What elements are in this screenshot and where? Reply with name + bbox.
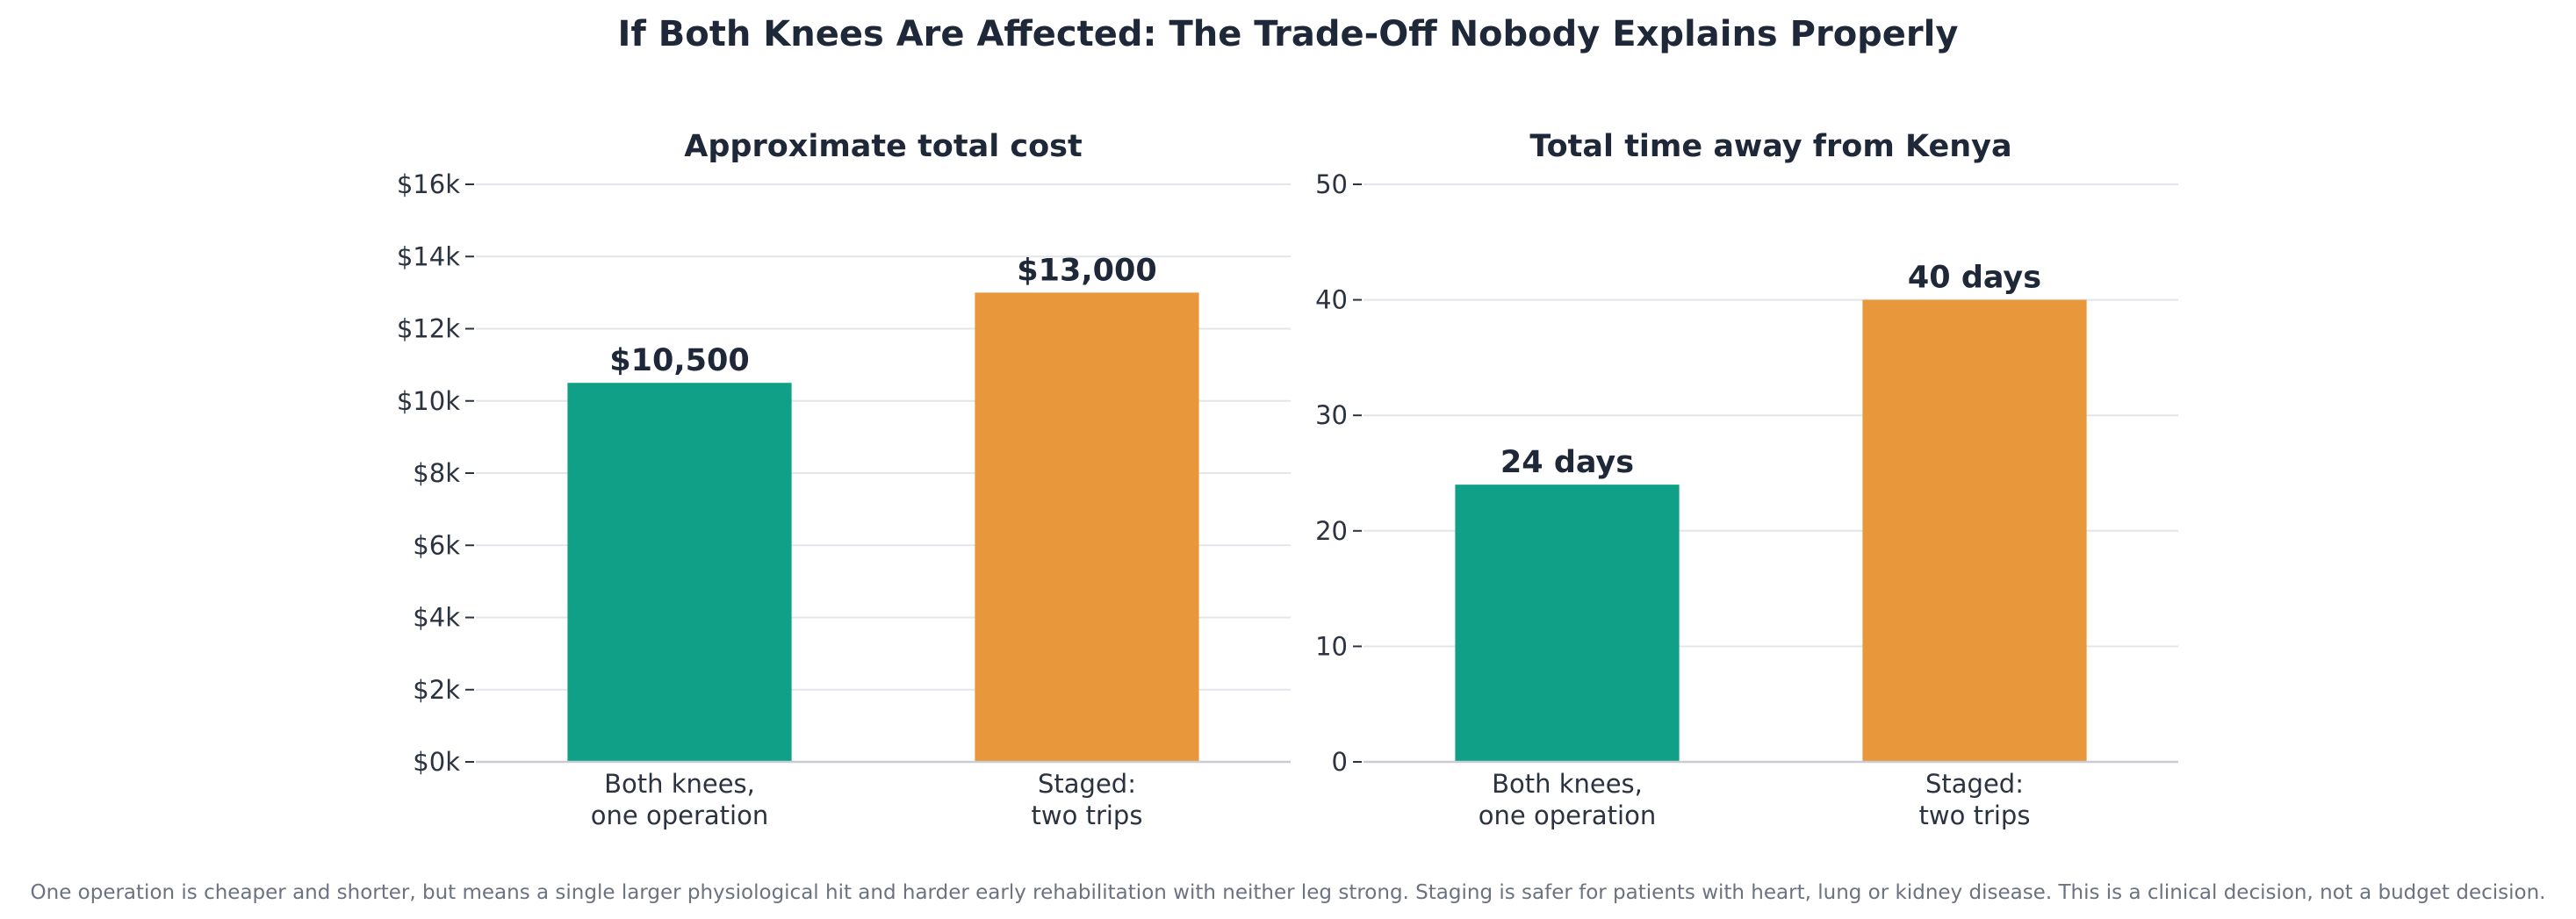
x-tick-label: Staged:: [1925, 769, 2024, 799]
y-tick-label: 40: [1315, 285, 1348, 315]
data-label: 24 days: [1500, 445, 1634, 480]
data-label: $13,000: [1017, 253, 1156, 288]
y-tick-label: $10k: [397, 386, 460, 416]
cost-panel: Approximate total cost $0k $2k $4k $6k $8k $10…: [397, 129, 1291, 830]
y-tick-label: $0k: [413, 747, 460, 777]
bar: [1862, 299, 2087, 763]
x-tick-label: two trips: [1032, 801, 1143, 830]
x-tick-label: Both knees,: [604, 769, 755, 799]
x-tick-label: one operation: [1479, 801, 1656, 830]
y-tick-label: 50: [1315, 169, 1348, 199]
panel-title: Approximate total cost: [684, 129, 1082, 164]
y-tick-label: 20: [1315, 516, 1348, 546]
y-tick-label: $4k: [413, 603, 460, 633]
bar: [975, 292, 1199, 762]
y-tick-label: 30: [1315, 400, 1348, 430]
x-tick-label: Both knees,: [1492, 769, 1643, 799]
y-tick-label: $16k: [397, 169, 460, 199]
y-tick-label: 0: [1332, 747, 1348, 777]
y-tick-label: $14k: [397, 241, 460, 271]
y-tick-label: $6k: [413, 530, 460, 560]
bar: [567, 383, 792, 762]
y-tick-label: $8k: [413, 458, 460, 488]
y-tick-label: 10: [1315, 631, 1348, 661]
bar: [1455, 485, 1680, 762]
figure-title: If Both Knees Are Affected: The Trade-Of…: [618, 14, 1959, 54]
data-label: $10,500: [609, 343, 749, 378]
x-tick-label: two trips: [1919, 801, 2031, 830]
x-tick-label: one operation: [591, 801, 768, 830]
panel-title: Total time away from Kenya: [1529, 129, 2011, 164]
x-tick-label: Staged:: [1038, 769, 1136, 799]
time-panel: Total time away from Kenya 0 10 20 30 40 50 24 …: [1315, 129, 2178, 830]
data-label: 40 days: [1908, 261, 2041, 296]
y-tick-label: $2k: [413, 675, 460, 705]
y-tick-label: $12k: [397, 314, 460, 344]
footnote: One operation is cheaper and shorter, bu…: [31, 881, 2546, 904]
